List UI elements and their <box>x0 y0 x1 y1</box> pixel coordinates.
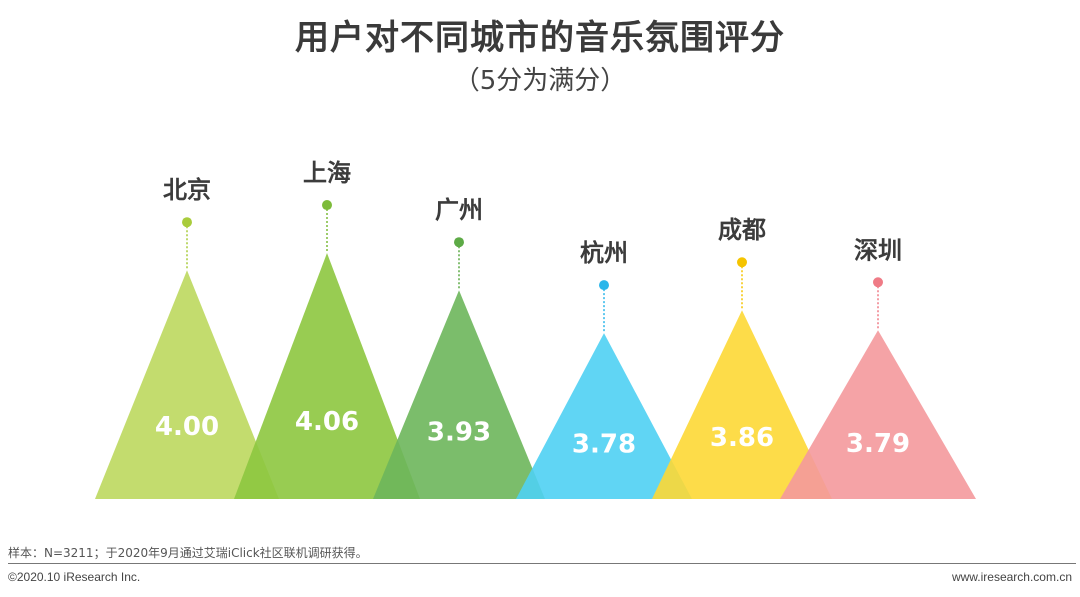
value-label-6: 3.79 <box>846 429 910 459</box>
sample-note: 样本：N=3211；于2020年9月通过艾瑞iClick社区联机调研获得。 <box>8 546 368 560</box>
bar-triangle-5 <box>652 310 832 499</box>
category-label-2: 上海 <box>303 159 351 187</box>
bar-triangle-1 <box>95 270 279 499</box>
marker-dot-4 <box>599 280 609 291</box>
copyright-text: ©2020.10 iResearch Inc. <box>8 570 141 584</box>
bar-triangle-2 <box>234 253 420 499</box>
marker-dot-2 <box>322 200 332 211</box>
value-label-5: 3.86 <box>710 423 774 453</box>
value-label-1: 4.00 <box>155 412 219 442</box>
marker-dot-5 <box>737 257 747 268</box>
category-label-4: 杭州 <box>580 239 628 267</box>
category-label-3: 广州 <box>435 196 483 224</box>
value-label-4: 3.78 <box>572 430 636 460</box>
marker-dot-1 <box>182 217 192 228</box>
category-label-5: 成都 <box>718 216 766 244</box>
category-label-1: 北京 <box>163 176 211 204</box>
category-label-6: 深圳 <box>854 236 902 264</box>
bar-triangle-6 <box>780 330 976 499</box>
marker-dot-3 <box>454 237 464 248</box>
value-label-3: 3.93 <box>427 418 491 448</box>
bar-triangle-3 <box>373 290 545 499</box>
value-label-2: 4.06 <box>295 407 359 437</box>
marker-dot-6 <box>873 277 883 288</box>
website-text: www.iresearch.com.cn <box>951 570 1072 584</box>
chart-subtitle: （5分为满分） <box>453 66 627 96</box>
bar-triangle-4 <box>516 333 692 499</box>
triangle-bar-chart: 北京 4.00 上海 4.06 广州 3.93 杭州 3.78 成都 3.86 深圳 3.79 <box>95 159 976 499</box>
chart-title: 用户对不同城市的音乐氛围评分 <box>295 18 785 58</box>
footer-divider <box>8 563 1076 564</box>
